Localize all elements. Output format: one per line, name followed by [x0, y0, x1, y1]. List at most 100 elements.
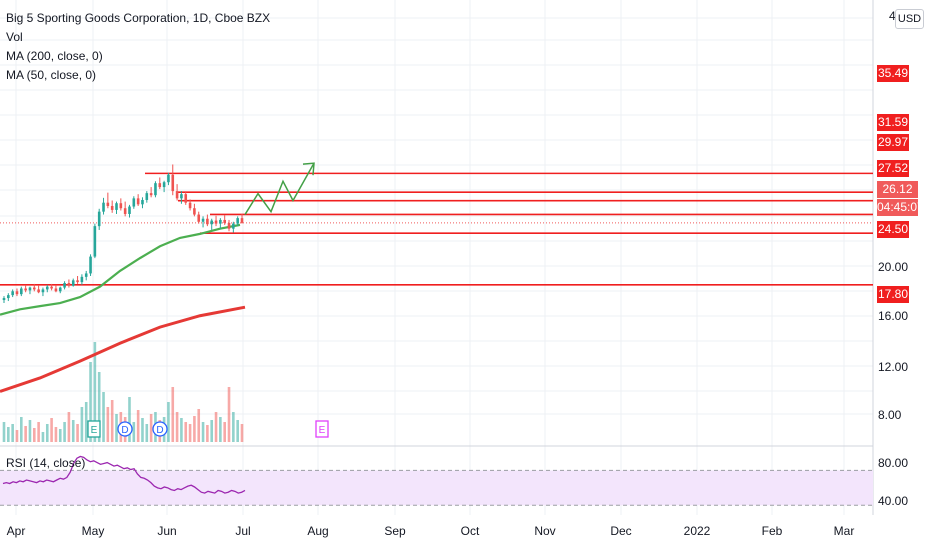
price-tag-level: 24.50	[877, 221, 909, 238]
event-marker-label: D	[121, 425, 128, 436]
volume-bar	[41, 432, 45, 442]
candle-body	[123, 208, 127, 214]
candle-body	[11, 291, 14, 296]
candle-body	[188, 202, 192, 209]
price-tag-level: 35.49	[877, 65, 909, 82]
time-axis-label: Oct	[460, 524, 480, 538]
volume-bar	[240, 424, 244, 442]
volume-bar	[50, 418, 53, 442]
symbol-title[interactable]: Big 5 Sporting Goods Corporation, 1D, Cb…	[6, 11, 271, 25]
candle-body	[15, 291, 19, 295]
bar-countdown-tag: 04:45:07	[877, 199, 924, 216]
price-tag-level: 31.59	[877, 114, 909, 131]
dividend-marker	[117, 421, 133, 437]
candle-body	[219, 219, 222, 224]
currency-button[interactable]: USD	[895, 9, 924, 29]
candle-body	[71, 280, 75, 286]
volume-bar	[54, 427, 58, 442]
volume-bar	[24, 426, 27, 442]
ma50-line	[0, 223, 241, 316]
ma200-legend[interactable]: MA (200, close, 0)	[6, 49, 103, 63]
time-axis-label: Aug	[307, 524, 329, 538]
volume-bar	[97, 372, 101, 442]
candle-body	[41, 289, 45, 293]
candle-body	[154, 183, 157, 196]
candle-body	[136, 198, 140, 205]
volume-bar	[37, 422, 40, 442]
candle-body	[24, 288, 27, 291]
candle-body	[201, 218, 205, 222]
volume-bar	[45, 424, 49, 442]
volume-bar	[63, 422, 66, 442]
time-axis-label: Feb	[761, 524, 783, 538]
volume-bar	[11, 424, 14, 442]
time-axis-label: Sep	[384, 524, 406, 538]
rsi-legend[interactable]: RSI (14, close)	[6, 456, 86, 470]
volume-bar	[227, 387, 231, 442]
projection-path	[244, 162, 315, 215]
candle-body	[20, 288, 23, 295]
volume-bar	[219, 417, 222, 442]
time-axis-label: May	[81, 524, 105, 538]
candle-body	[54, 288, 58, 292]
candle-body	[84, 273, 88, 277]
price-axis-label: 20.00	[878, 260, 909, 274]
candle-body	[223, 219, 226, 224]
volume-bar	[236, 420, 239, 442]
volume-bar	[167, 402, 170, 442]
volume-bar	[58, 429, 62, 442]
time-axis-label: Dec	[610, 524, 632, 538]
rsi-axis-label: 40.00	[878, 494, 909, 508]
volume-bar	[28, 420, 32, 442]
volume-bar	[188, 424, 192, 442]
volume-bar	[115, 414, 118, 442]
candle-body	[145, 193, 149, 200]
candle-body	[149, 193, 153, 196]
volume-bar	[128, 397, 131, 442]
volume-bar	[67, 412, 71, 442]
time-axis-label: 2022	[683, 524, 711, 538]
time-axis-label: Apr	[6, 524, 26, 538]
time-axis-label: Nov	[534, 524, 556, 538]
price-tag-level: 29.97	[877, 134, 909, 151]
volume-bar	[20, 417, 23, 442]
rsi-line	[2, 455, 246, 494]
volume-bar	[102, 392, 105, 442]
earnings-marker	[315, 420, 329, 438]
volume-bar	[2, 422, 6, 442]
volume-bar	[110, 400, 114, 442]
projection-arrowhead	[302, 162, 315, 176]
candle-body	[167, 174, 170, 183]
volume-bar	[106, 407, 110, 442]
volume-bar	[84, 402, 88, 442]
event-marker-label: E	[319, 425, 326, 436]
candle-body	[171, 174, 175, 192]
event-marker-label: D	[156, 425, 163, 436]
volume-bar	[76, 424, 79, 442]
candle-body	[97, 211, 101, 227]
time-axis-label: Jul	[235, 524, 251, 538]
candle-body	[119, 203, 123, 209]
candle-body	[37, 289, 40, 293]
candle-body	[67, 283, 71, 286]
ma50-legend[interactable]: MA (50, close, 0)	[6, 68, 97, 82]
ma200-line	[0, 305, 246, 393]
volume-bar	[145, 424, 149, 442]
candle-body	[93, 226, 97, 257]
candle-body	[76, 280, 79, 283]
volume-bar	[132, 422, 136, 442]
price-tag-level: 17.80	[877, 286, 909, 303]
volume-bar	[206, 425, 209, 442]
volume-bar	[71, 420, 75, 442]
volume-legend[interactable]: Vol	[6, 30, 23, 44]
volume-bar	[171, 387, 175, 442]
volume-bar	[149, 414, 153, 442]
volume-bar	[15, 430, 19, 442]
volume-bar	[136, 410, 140, 442]
current-price-tag: 26.12	[877, 181, 918, 198]
price-axis-label: 16.00	[878, 309, 909, 323]
rsi-axis-label: 80.00	[878, 456, 909, 470]
volume-bar	[141, 418, 144, 442]
